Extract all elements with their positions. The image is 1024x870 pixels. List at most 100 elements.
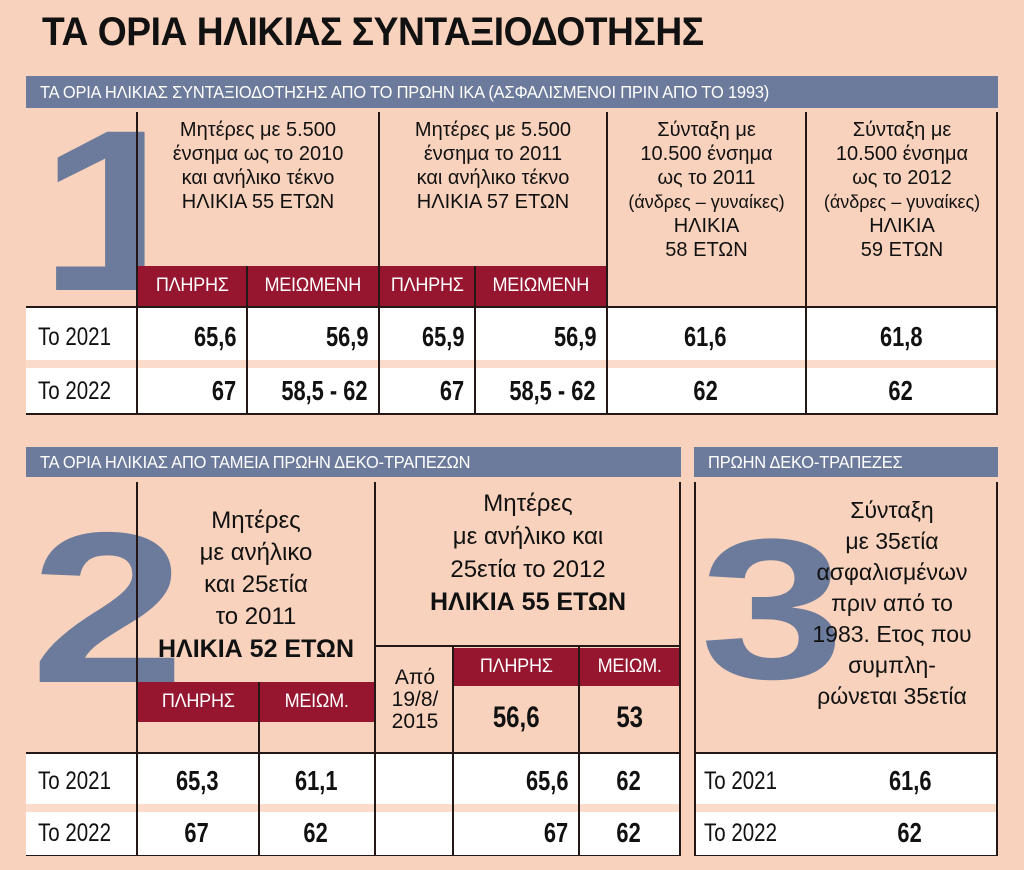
header-line: ΗΛΙΚΙΑ 55 ΕΤΩΝ — [181, 191, 335, 213]
table-cell: 61,6 — [888, 765, 932, 796]
header-line: Μητέρες — [483, 490, 573, 517]
date-line: 2015 — [391, 710, 439, 733]
section-2-row-separator — [26, 804, 681, 812]
table-row: Το 2022 — [704, 818, 777, 847]
section-2-subheader-meiom-b: ΜΕΙΩΜ. — [580, 648, 679, 686]
section-1-vline-6 — [996, 112, 998, 414]
section-1-subheader-pliris-b: ΠΛΗΡΗΣ — [380, 266, 474, 306]
section-2-col-a-header: Μητέρες με ανήλικο και 25ετία το 2011 ΗΛ… — [140, 505, 372, 665]
section-1-bottom-rule — [26, 413, 998, 415]
table-cell: 62 — [897, 817, 923, 848]
header-line: το 2011 — [215, 603, 297, 630]
header-line: ρώνεται 35ετία — [817, 683, 967, 709]
header-line: Σύνταξη με — [852, 119, 952, 141]
section-2-banner: ΤΑ ΟΡΙΑ ΗΛΙΚΙΑΣ ΑΠΟ ΤΑΜΕΙΑ ΠΡΩΗΝ ΔΕΚΟ-ΤΡ… — [26, 447, 681, 477]
section-2-vline-2 — [374, 482, 376, 856]
section-1-col-0-header: Μητέρες με 5.500 ένσημα ως το 2010 και α… — [140, 118, 376, 214]
section-2-numeral: 2 — [30, 487, 186, 728]
section-2-vline-3 — [452, 645, 454, 856]
table-cell: 67 — [211, 375, 236, 406]
header-line: και ανήλικο τέκνο — [181, 167, 335, 189]
date-line: 19/8/ — [391, 688, 439, 711]
header-line: 10.500 ένσημα — [835, 143, 969, 165]
section-1-vline-2 — [378, 112, 380, 414]
header-line: ως το 2011 — [657, 167, 756, 189]
section-3-top-rule — [694, 752, 998, 754]
section-2-vline-5 — [679, 482, 681, 856]
section-3-vline-0 — [694, 482, 696, 856]
section-1-subheader-meiomeni-b: ΜΕΙΩΜΕΝΗ — [476, 266, 606, 306]
header-line-bold: ΗΛΙΚΙΑ 55 ΕΤΩΝ — [429, 588, 627, 616]
table-row: Το 2021 — [704, 766, 777, 795]
table-cell: 61,8 — [879, 321, 923, 352]
section-2-banner-label: ΤΑ ΟΡΙΑ ΗΛΙΚΙΑΣ ΑΠΟ ΤΑΜΕΙΑ ΠΡΩΗΝ ΔΕΚΟ-ΤΡ… — [40, 451, 471, 472]
table-cell: 65,9 — [421, 321, 464, 352]
header-line: 10.500 ένσημα — [640, 143, 773, 165]
header-line: 1983. Ετος που — [812, 621, 972, 647]
section-3-row-separator — [694, 804, 998, 812]
header-line: Μητέρες με 5.500 — [179, 119, 337, 141]
section-2-vline-0 — [136, 482, 138, 856]
section-3-banner: ΠΡΩΗΝ ΔΕΚΟ-ΤΡΑΠΕΖΕΣ — [694, 447, 998, 477]
header-line: Σύνταξη — [850, 497, 934, 523]
section-1-vline-3 — [474, 266, 476, 414]
section-1-subheader-meiomeni-a: ΜΕΙΩΜΕΝΗ — [248, 266, 378, 306]
table-cell: 65,3 — [175, 765, 219, 796]
header-line: Σύνταξη με — [657, 119, 756, 141]
header-line: ΗΛΙΚΙΑ — [673, 215, 740, 237]
section-3-banner-label: ΠΡΩΗΝ ΔΕΚΟ-ΤΡΑΠΕΖΕΣ — [708, 451, 903, 472]
table-cell: 65,6 — [193, 321, 236, 352]
table-row: Το 2021 — [38, 766, 111, 795]
table-row: Το 2021 — [38, 322, 111, 351]
section-1-col-1-header: Μητέρες με 5.500 ένσημα το 2011 και ανήλ… — [382, 118, 604, 214]
header-line: ως το 2012 — [852, 167, 952, 189]
header-line: (άνδρες – γυναίκες) — [823, 192, 981, 212]
header-line: Μητέρες — [211, 507, 301, 534]
section-3-vline-1 — [996, 482, 998, 856]
section-2-subheader-meiom-a: ΜΕΙΩΜ. — [260, 682, 374, 722]
header-line: 58 ΕΤΩΝ — [665, 239, 748, 261]
header-line: και ανήλικο τέκνο — [416, 167, 570, 189]
table-row: Το 2022 — [38, 818, 111, 847]
section-3-numeral: 3 — [700, 498, 845, 721]
table-cell: 58,5 - 62 — [509, 375, 596, 406]
header-line: ΗΛΙΚΙΑ — [869, 215, 935, 237]
date-line: Από — [394, 666, 436, 689]
table-cell: 65,6 — [525, 765, 568, 796]
header-line: με ανήλικο και — [452, 523, 604, 550]
table-cell: 61,1 — [294, 765, 338, 796]
header-line: πριν από το — [831, 590, 953, 616]
page-title: ΤΑ ΟΡΙΑ ΗΛΙΚΙΑΣ ΣΥΝΤΑΞΙΟΔΟΤΗΣΗΣ — [42, 10, 704, 54]
section-2-date-value-pliris: 56,6 — [492, 701, 540, 734]
section-2-top-rule — [26, 752, 681, 754]
section-2-vline-4 — [578, 645, 580, 856]
section-1-row-separator — [26, 360, 998, 368]
header-line: ΗΛΙΚΙΑ 57 ΕΤΩΝ — [416, 191, 570, 213]
table-row: Το 2022 — [38, 376, 111, 405]
header-line: ένσημα το 2011 — [423, 143, 563, 165]
header-line: ένσημα ως το 2010 — [172, 143, 344, 165]
table-cell: 56,9 — [325, 321, 368, 352]
table-cell: 58,5 - 62 — [281, 375, 368, 406]
table-cell: 62 — [303, 817, 329, 848]
section-1-vline-1 — [246, 266, 248, 414]
table-cell: 62 — [888, 375, 914, 406]
section-1-col-2-header: Σύνταξη με 10.500 ένσημα ως το 2011 (άνδ… — [610, 118, 803, 262]
section-3-header: Σύνταξη με 35ετία ασφαλισμένων πριν από … — [790, 495, 994, 712]
section-2-col-b-header: Μητέρες με ανήλικο και 25ετία το 2012 ΗΛ… — [378, 487, 678, 619]
table-cell: 67 — [184, 817, 210, 848]
section-1-vline-0 — [136, 112, 138, 414]
header-line: με ανήλικο — [199, 539, 313, 566]
section-2-date-label: Από 19/8/ 2015 — [378, 650, 452, 750]
bottom-strip — [0, 856, 1024, 870]
section-1-banner: ΤΑ ΟΡΙΑ ΗΛΙΚΙΑΣ ΣΥΝΤΑΞΙΟΔΟΤΗΣΗΣ ΑΠΟ ΤΟ Π… — [26, 76, 998, 108]
table-cell: 67 — [543, 817, 568, 848]
header-line-bold: ΗΛΙΚΙΑ 52 ΕΤΩΝ — [157, 635, 355, 663]
section-2-col-b-inner-rule — [374, 645, 680, 647]
section-2-subheader-pliris-a: ΠΛΗΡΗΣ — [138, 682, 258, 722]
header-line: 25ετία το 2012 — [450, 556, 606, 583]
table-cell: 62 — [693, 375, 718, 406]
section-2-vline-1 — [258, 682, 260, 856]
section-1-subheader-pliris-a: ΠΛΗΡΗΣ — [138, 266, 246, 306]
